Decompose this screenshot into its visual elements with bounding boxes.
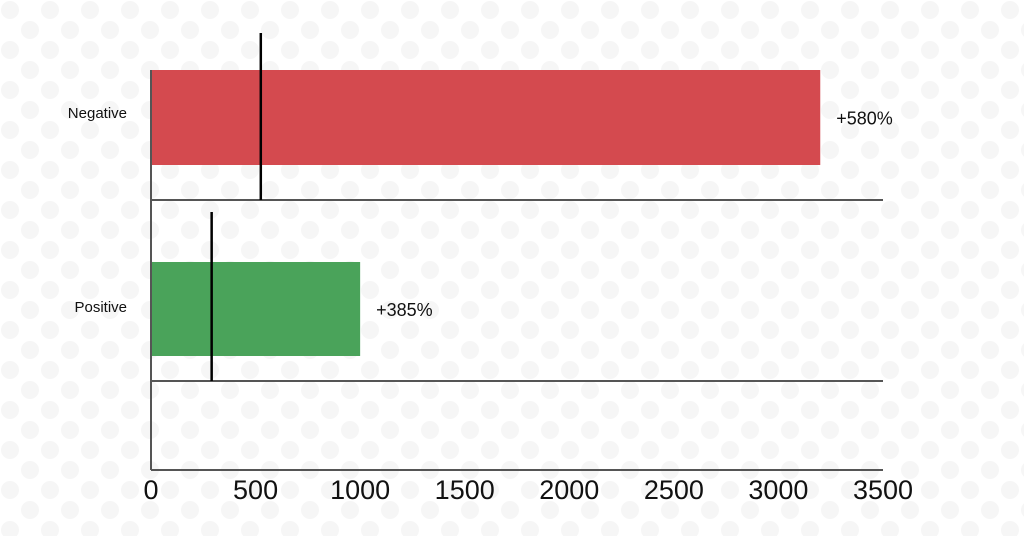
x-tick-label: 500 xyxy=(233,475,278,505)
x-tick-label: 2000 xyxy=(539,475,599,505)
x-tick-label: 1000 xyxy=(330,475,390,505)
bar xyxy=(151,70,821,165)
category-label: Positive xyxy=(74,299,127,316)
category-label: Negative xyxy=(68,105,127,122)
x-tick-label: 3500 xyxy=(853,475,913,505)
x-tick-label: 0 xyxy=(143,475,158,505)
value-label: +580% xyxy=(836,108,893,128)
x-tick-label: 3000 xyxy=(748,475,808,505)
x-tick-label: 1500 xyxy=(435,475,495,505)
value-label: +385% xyxy=(376,300,433,320)
bar xyxy=(151,262,361,356)
x-tick-label: 2500 xyxy=(644,475,704,505)
